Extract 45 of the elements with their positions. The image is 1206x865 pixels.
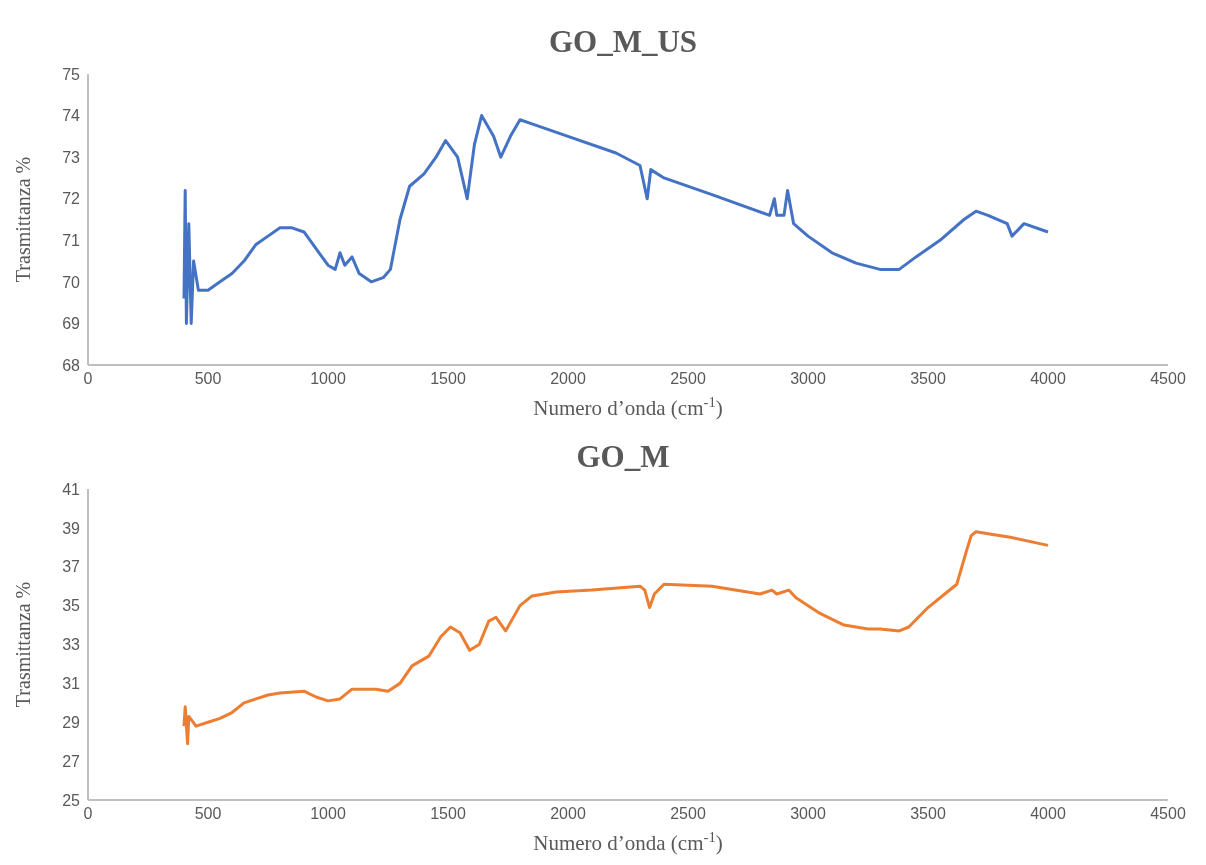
y-tick-label: 39 <box>62 519 81 537</box>
x-tick-label: 500 <box>194 370 222 388</box>
line-series <box>182 114 1050 325</box>
chart-title: GO_M_US <box>547 23 699 60</box>
y-tick-label: 37 <box>62 558 81 576</box>
y-tick-label: 41 <box>62 480 81 498</box>
x-tick-label: 3000 <box>790 805 826 823</box>
y-tick-label: 25 <box>62 791 81 809</box>
x-tick-label: 0 <box>83 805 93 823</box>
y-tick-label: 70 <box>62 273 81 291</box>
x-axis-title: Numero d’onda (cm$^{-1}$) <box>533 394 723 420</box>
y-axis-title: Trasmittanza % <box>12 581 34 708</box>
y-tick-label: 68 <box>62 356 81 374</box>
x-axis-title: Numero d’onda (cm$^{-1}$) <box>533 829 723 855</box>
x-tick-label: 2000 <box>550 370 586 388</box>
y-tick-label: 73 <box>62 148 81 166</box>
x-tick-label: 4500 <box>1150 805 1186 823</box>
x-tick-label: 1000 <box>310 370 346 388</box>
x-tick-label: 2500 <box>670 805 706 823</box>
chart-title: GO_M <box>575 438 671 475</box>
y-tick-label: 29 <box>62 713 81 731</box>
line-series <box>182 530 1050 746</box>
y-tick-label: 69 <box>62 315 81 333</box>
x-tick-label: 3500 <box>910 370 946 388</box>
x-tick-label: 2000 <box>550 805 586 823</box>
x-tick-label: 4000 <box>1030 370 1066 388</box>
x-tick-label: 500 <box>194 805 222 823</box>
x-tick-label: 1500 <box>430 370 466 388</box>
y-axis-title: Trasmittanza % <box>12 156 34 283</box>
x-tick-label: 1000 <box>310 805 346 823</box>
y-tick-label: 72 <box>62 190 81 208</box>
y-tick-label: 33 <box>62 636 81 654</box>
x-tick-label: 3000 <box>790 370 826 388</box>
y-tick-label: 71 <box>62 231 81 249</box>
y-tick-label: 31 <box>62 675 81 693</box>
x-tick-label: 4000 <box>1030 805 1066 823</box>
x-tick-label: 4500 <box>1150 370 1186 388</box>
y-tick-label: 27 <box>62 752 81 770</box>
y-tick-label: 75 <box>62 65 81 83</box>
y-tick-label: 74 <box>62 107 81 125</box>
x-tick-label: 2500 <box>670 370 706 388</box>
y-tick-label: 35 <box>62 597 81 615</box>
x-tick-label: 1500 <box>430 805 466 823</box>
x-tick-label: 0 <box>83 370 93 388</box>
x-tick-label: 3500 <box>910 805 946 823</box>
